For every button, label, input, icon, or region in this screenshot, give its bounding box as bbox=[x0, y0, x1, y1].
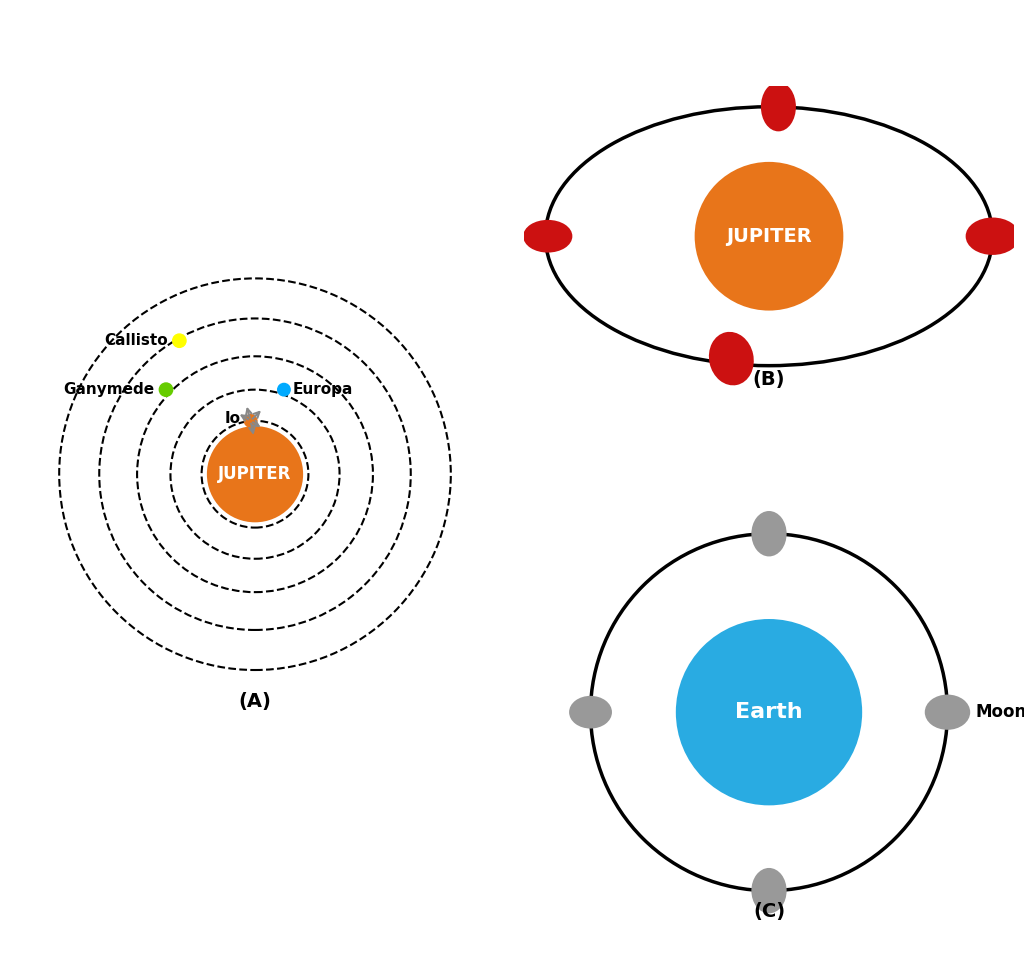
Text: JUPITER: JUPITER bbox=[726, 227, 812, 246]
Circle shape bbox=[208, 427, 302, 521]
Ellipse shape bbox=[524, 221, 571, 252]
Text: Europa: Europa bbox=[293, 382, 353, 398]
Ellipse shape bbox=[570, 696, 611, 727]
Circle shape bbox=[160, 383, 173, 397]
Text: (B): (B) bbox=[753, 371, 785, 389]
Circle shape bbox=[245, 415, 257, 427]
Ellipse shape bbox=[753, 869, 785, 912]
Ellipse shape bbox=[762, 83, 795, 130]
Text: (C): (C) bbox=[753, 901, 785, 921]
Ellipse shape bbox=[710, 333, 753, 384]
Circle shape bbox=[696, 163, 842, 309]
Circle shape bbox=[278, 383, 290, 396]
Ellipse shape bbox=[926, 696, 969, 729]
Text: Io: Io bbox=[224, 411, 241, 426]
Text: Earth: Earth bbox=[735, 702, 803, 722]
Ellipse shape bbox=[967, 218, 1019, 254]
Text: JUPITER: JUPITER bbox=[218, 466, 292, 483]
Text: Moon: Moon bbox=[976, 703, 1024, 721]
Ellipse shape bbox=[753, 512, 785, 556]
Circle shape bbox=[173, 334, 186, 348]
Text: Callisto: Callisto bbox=[104, 333, 168, 348]
Text: Ganymede: Ganymede bbox=[63, 382, 155, 398]
Circle shape bbox=[677, 621, 861, 804]
Text: (A): (A) bbox=[239, 692, 271, 711]
